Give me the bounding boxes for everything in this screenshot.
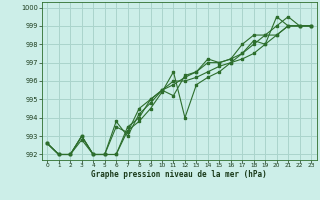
X-axis label: Graphe pression niveau de la mer (hPa): Graphe pression niveau de la mer (hPa): [91, 170, 267, 179]
